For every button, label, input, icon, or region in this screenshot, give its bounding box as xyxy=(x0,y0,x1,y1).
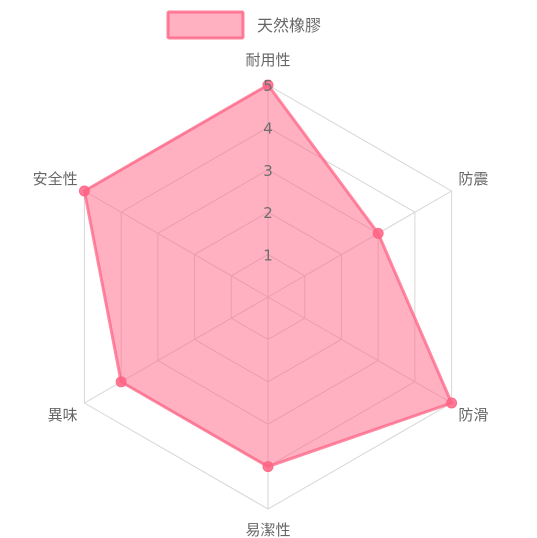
legend[interactable]: 天然橡膠 xyxy=(166,10,321,40)
category-label-2: 防滑 xyxy=(458,406,488,424)
series-layer xyxy=(78,79,458,473)
tick-label-5: 5 xyxy=(263,77,273,95)
tick-labels: 1 2 3 4 5 xyxy=(263,77,273,265)
category-label-5: 安全性 xyxy=(33,170,78,188)
legend-label-series-0[interactable]: 天然橡膠 xyxy=(257,16,321,35)
category-label-4: 異味 xyxy=(48,406,78,424)
data-point-0-5[interactable] xyxy=(78,185,90,197)
category-label-0: 耐用性 xyxy=(245,51,290,69)
category-label-1: 防震 xyxy=(458,170,488,188)
legend-swatch-series-0[interactable] xyxy=(166,10,245,40)
tick-label-2: 2 xyxy=(263,204,273,222)
data-point-0-2[interactable] xyxy=(446,397,458,409)
data-point-0-3[interactable] xyxy=(262,461,274,473)
data-point-0-4[interactable] xyxy=(115,376,127,388)
tick-label-4: 4 xyxy=(263,119,273,137)
series-area-0 xyxy=(82,83,454,469)
category-label-3: 易潔性 xyxy=(245,521,290,538)
tick-label-3: 3 xyxy=(263,162,273,180)
data-point-0-0[interactable] xyxy=(262,79,274,91)
tick-label-1: 1 xyxy=(263,247,273,265)
data-point-0-1[interactable] xyxy=(372,227,384,239)
